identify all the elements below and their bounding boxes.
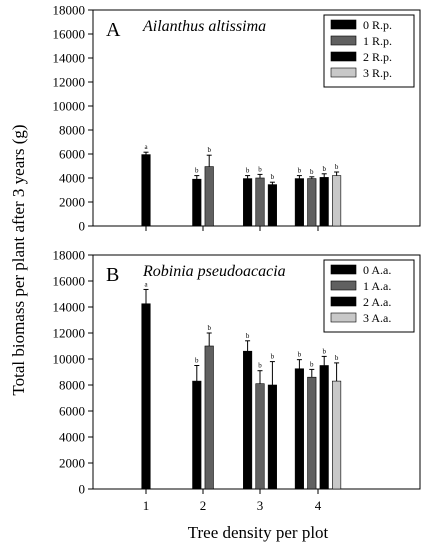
y-tick-label: 14000 bbox=[53, 300, 86, 315]
legend-label: 3 R.p. bbox=[363, 66, 392, 80]
legend-label: 2 A.a. bbox=[363, 295, 391, 309]
significance-letter: b bbox=[246, 332, 250, 340]
bar bbox=[267, 384, 277, 490]
y-tick-label: 4000 bbox=[59, 171, 85, 186]
y-tick-label: 4000 bbox=[59, 430, 85, 445]
bar bbox=[294, 368, 304, 490]
y-tick-label: 0 bbox=[79, 219, 86, 234]
bar bbox=[255, 383, 265, 490]
legend-label: 3 A.a. bbox=[363, 311, 391, 325]
bar bbox=[332, 175, 342, 227]
bar bbox=[141, 303, 151, 490]
significance-letter: b bbox=[310, 168, 314, 176]
y-tick-label: 0 bbox=[79, 482, 86, 497]
bar bbox=[243, 178, 253, 227]
legend-label: 2 R.p. bbox=[363, 50, 392, 64]
y-tick-label: 12000 bbox=[53, 75, 86, 90]
bar bbox=[307, 178, 317, 227]
y-tick-label: 10000 bbox=[53, 99, 86, 114]
significance-letter: b bbox=[271, 173, 275, 181]
significance-letter: b bbox=[195, 167, 199, 175]
panel-letter: B bbox=[106, 264, 119, 286]
legend-swatch bbox=[330, 67, 357, 78]
significance-letter: a bbox=[144, 280, 148, 288]
y-tick-label: 18000 bbox=[53, 3, 86, 18]
legend-label: 0 R.p. bbox=[363, 18, 392, 32]
legend: 0 A.a. 1 A.a. 2 A.a. 3 A.a. bbox=[323, 259, 415, 333]
y-tick-label: 6000 bbox=[59, 404, 85, 419]
y-tick-label: 8000 bbox=[59, 123, 85, 138]
bar bbox=[267, 184, 277, 227]
x-tick-label: 4 bbox=[315, 498, 322, 513]
significance-letter: b bbox=[258, 362, 262, 370]
bar bbox=[192, 380, 202, 490]
legend-swatch bbox=[330, 51, 357, 62]
panel-b: 0 2000 4000 6000 8000 10000 12000 14000 16000 180… bbox=[53, 248, 421, 513]
y-tick-label: 12000 bbox=[53, 326, 86, 341]
x-tick-label: 1 bbox=[143, 498, 150, 513]
legend-swatch bbox=[330, 264, 357, 275]
bar bbox=[319, 177, 329, 227]
y-tick-label: 16000 bbox=[53, 274, 86, 289]
y-axis-label: Total biomass per plant after 3 years (g… bbox=[9, 124, 28, 395]
legend-label: 1 A.a. bbox=[363, 279, 391, 293]
bar bbox=[255, 177, 265, 227]
legend-swatch bbox=[330, 296, 357, 307]
bar bbox=[204, 166, 214, 227]
bar bbox=[141, 154, 151, 227]
y-tick-label: 16000 bbox=[53, 27, 86, 42]
panel-a: 0 2000 4000 6000 8000 10000 12000 14000 16000 180… bbox=[53, 3, 421, 234]
y-tick-label: 14000 bbox=[53, 51, 86, 66]
legend-label: 1 R.p. bbox=[363, 34, 392, 48]
significance-letter: b bbox=[195, 357, 199, 365]
bar bbox=[294, 178, 304, 227]
legend-label: 0 A.a. bbox=[363, 263, 391, 277]
significance-letter: b bbox=[335, 354, 339, 362]
panel-letter: A bbox=[106, 19, 121, 41]
significance-letter: b bbox=[207, 324, 211, 332]
significance-letter: b bbox=[310, 360, 314, 368]
significance-letter: b bbox=[271, 353, 275, 361]
significance-letter: b bbox=[322, 165, 326, 173]
legend: 0 R.p. 1 R.p. 2 R.p. 3 R.p. bbox=[323, 14, 415, 88]
panel-title: Ailanthus altissima bbox=[142, 18, 266, 35]
y-tick-label: 8000 bbox=[59, 378, 85, 393]
significance-letter: b bbox=[298, 167, 302, 175]
legend-swatch bbox=[330, 280, 357, 291]
bar bbox=[204, 345, 214, 490]
x-axis-label: Tree density per plot bbox=[188, 523, 329, 542]
significance-letter: b bbox=[246, 167, 250, 175]
significance-letter: b bbox=[298, 351, 302, 359]
y-tick-label: 2000 bbox=[59, 195, 85, 210]
panel-title: Robinia pseudoacacia bbox=[142, 263, 286, 280]
bar bbox=[243, 350, 253, 490]
legend-swatch bbox=[330, 312, 357, 323]
y-tick-label: 6000 bbox=[59, 147, 85, 162]
significance-letter: a bbox=[144, 143, 148, 151]
significance-letter: b bbox=[207, 146, 211, 154]
legend-swatch bbox=[330, 35, 357, 46]
x-tick-label: 3 bbox=[257, 498, 264, 513]
bar bbox=[307, 376, 317, 490]
x-tick-label: 2 bbox=[200, 498, 207, 513]
y-tick-label: 18000 bbox=[53, 248, 86, 263]
bar bbox=[192, 178, 202, 227]
bar bbox=[332, 380, 342, 490]
y-tick-label: 10000 bbox=[53, 352, 86, 367]
y-tick-label: 2000 bbox=[59, 456, 85, 471]
bar bbox=[319, 365, 329, 490]
significance-letter: b bbox=[258, 165, 262, 173]
significance-letter: b bbox=[335, 163, 339, 171]
significance-letter: b bbox=[322, 347, 326, 355]
legend-swatch bbox=[330, 19, 357, 30]
